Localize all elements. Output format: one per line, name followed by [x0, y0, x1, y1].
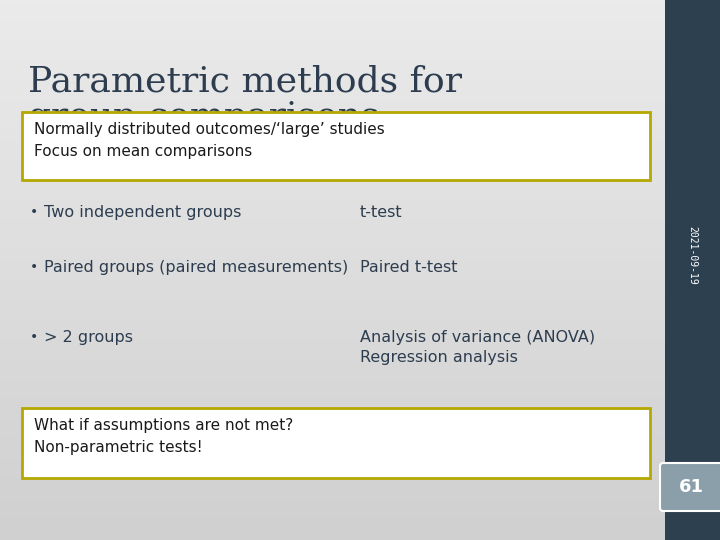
Text: 2021-09-19: 2021-09-19 [687, 226, 697, 285]
Text: Paired t-test: Paired t-test [360, 260, 457, 275]
Text: Paired groups (paired measurements): Paired groups (paired measurements) [44, 260, 348, 275]
Text: •: • [30, 330, 38, 344]
Text: t-test: t-test [360, 205, 402, 220]
Text: What if assumptions are not met?: What if assumptions are not met? [34, 418, 293, 433]
Bar [22, 112, 650, 180]
Text: Non-parametric tests!: Non-parametric tests! [34, 440, 202, 455]
Text: Two independent groups: Two independent groups [44, 205, 241, 220]
Text: Focus on mean comparisons: Focus on mean comparisons [34, 144, 252, 159]
Text: 61: 61 [679, 478, 704, 496]
Text: •: • [30, 205, 38, 219]
Text: group comparisons: group comparisons [28, 100, 379, 134]
Text: Analysis of variance (ANOVA): Analysis of variance (ANOVA) [360, 330, 595, 345]
Bar [22, 408, 650, 478]
Text: > 2 groups: > 2 groups [44, 330, 133, 345]
Text: •: • [30, 260, 38, 274]
Text: Parametric methods for: Parametric methods for [28, 65, 462, 99]
Text: Regression analysis: Regression analysis [360, 350, 518, 365]
Bar [665, 0, 720, 540]
FancyBboxPatch shape [660, 463, 720, 511]
Text: Normally distributed outcomes/‘large’ studies: Normally distributed outcomes/‘large’ st… [34, 122, 384, 137]
